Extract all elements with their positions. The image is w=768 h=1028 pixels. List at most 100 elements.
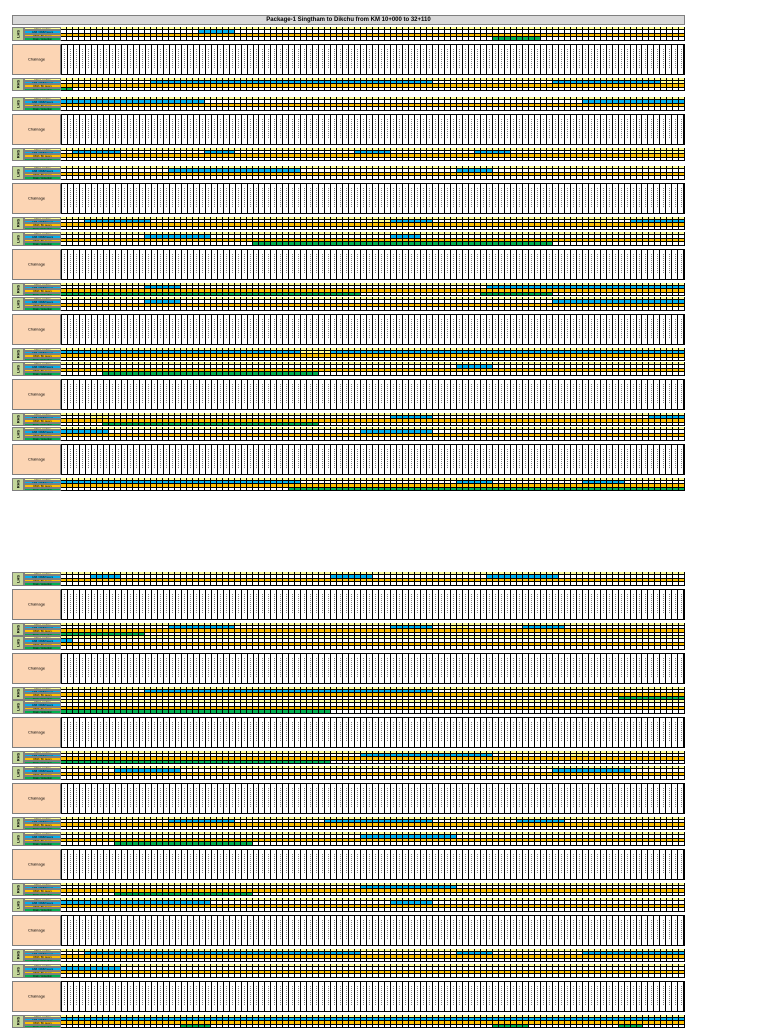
rhs-side-label: RHS — [16, 350, 21, 358]
progress-cell — [679, 34, 685, 36]
progress-cell — [679, 358, 685, 360]
chainage-label-box: Chainage — [12, 114, 61, 145]
chainage-strip: Chainage — [12, 249, 685, 280]
chainage-grid — [61, 314, 685, 345]
progress-cell — [679, 223, 685, 225]
progress-cell — [679, 297, 685, 299]
chainage-cell — [678, 315, 684, 344]
chainage-cell — [678, 250, 684, 279]
progress-cell — [679, 307, 685, 309]
chainage-cell — [678, 184, 684, 213]
progress-cell — [679, 169, 685, 171]
chainage-cell — [678, 45, 684, 74]
chainage-cell — [678, 115, 684, 144]
chainage-grid — [61, 249, 685, 280]
chainage-strip: Chainage — [12, 183, 685, 214]
progress-cell — [679, 173, 685, 175]
progress-cell — [679, 30, 685, 32]
rhs-side-label: RHS — [16, 285, 21, 293]
progress-cell — [679, 97, 685, 99]
rhs-side-tab: RHS — [12, 283, 24, 297]
lhs-side-tab: LHS — [12, 362, 24, 376]
rhs-progress-grid — [61, 348, 685, 362]
row-label: Drain / protection — [24, 107, 61, 110]
rhs-progress-grid — [61, 148, 685, 162]
lhs-side-label: LHS — [16, 235, 21, 243]
row-label: Drain / protection — [24, 307, 61, 310]
progress-cell — [679, 158, 685, 160]
progress-cell — [679, 362, 685, 364]
row-label: Drain / protection — [24, 372, 61, 375]
rhs-side-tab: RHS — [12, 217, 24, 231]
chainage-label-box: Chainage — [12, 183, 61, 214]
progress-cell — [679, 351, 685, 353]
progress-cell — [679, 100, 685, 102]
grid-row — [61, 158, 685, 161]
progress-cell — [679, 289, 685, 291]
grid-row — [61, 307, 685, 310]
grid-row — [61, 227, 685, 230]
lhs-progress-grid — [61, 232, 685, 246]
grid-row — [61, 293, 685, 296]
lhs-progress-grid — [61, 297, 685, 311]
progress-cell — [679, 286, 685, 288]
progress-cell — [679, 107, 685, 109]
progress-cell — [679, 235, 685, 237]
progress-cell — [679, 27, 685, 29]
progress-cell — [679, 293, 685, 295]
rhs-progress-grid — [61, 78, 685, 92]
chainage-label: Chainage — [13, 327, 60, 332]
progress-cell — [679, 166, 685, 168]
progress-cell — [679, 84, 685, 86]
progress-cell — [679, 300, 685, 302]
rhs-side-tab: RHS — [12, 348, 24, 362]
lhs-side-label: LHS — [16, 300, 21, 308]
lhs-side-label: LHS — [16, 30, 21, 38]
progress-cell — [679, 81, 685, 83]
chainage-strip: Chainage — [12, 314, 685, 345]
lhs-side-tab: LHS — [12, 27, 24, 41]
progress-cell — [679, 242, 685, 244]
grid-row — [61, 107, 685, 110]
row-label: Drain / protection — [24, 227, 61, 230]
row-label: Drain / protection — [24, 158, 61, 161]
row-label: Drain / protection — [24, 176, 61, 179]
progress-cell — [679, 88, 685, 90]
grid-row — [61, 358, 685, 361]
progress-cell — [679, 176, 685, 178]
progress-cell — [679, 37, 685, 39]
rhs-side-label: RHS — [16, 80, 21, 88]
row-label: Drain / protection — [24, 37, 61, 40]
lhs-progress-grid — [61, 362, 685, 376]
grid-row — [61, 37, 685, 40]
chainage-label-box: Chainage — [12, 44, 61, 75]
progress-cell — [679, 232, 685, 234]
rhs-progress-grid — [61, 283, 685, 297]
page-title: Package-1 Singtham to Dikchu from KM 10+… — [12, 15, 685, 25]
row-label: Drain / protection — [24, 88, 61, 91]
progress-cell — [679, 217, 685, 219]
chainage-label: Chainage — [13, 262, 60, 267]
chainage-grid — [61, 114, 685, 145]
progress-cell — [679, 220, 685, 222]
lhs-side-tab: LHS — [12, 297, 24, 311]
lhs-side-tab: LHS — [12, 97, 24, 111]
progress-cell — [679, 151, 685, 153]
chainage-grid — [61, 183, 685, 214]
